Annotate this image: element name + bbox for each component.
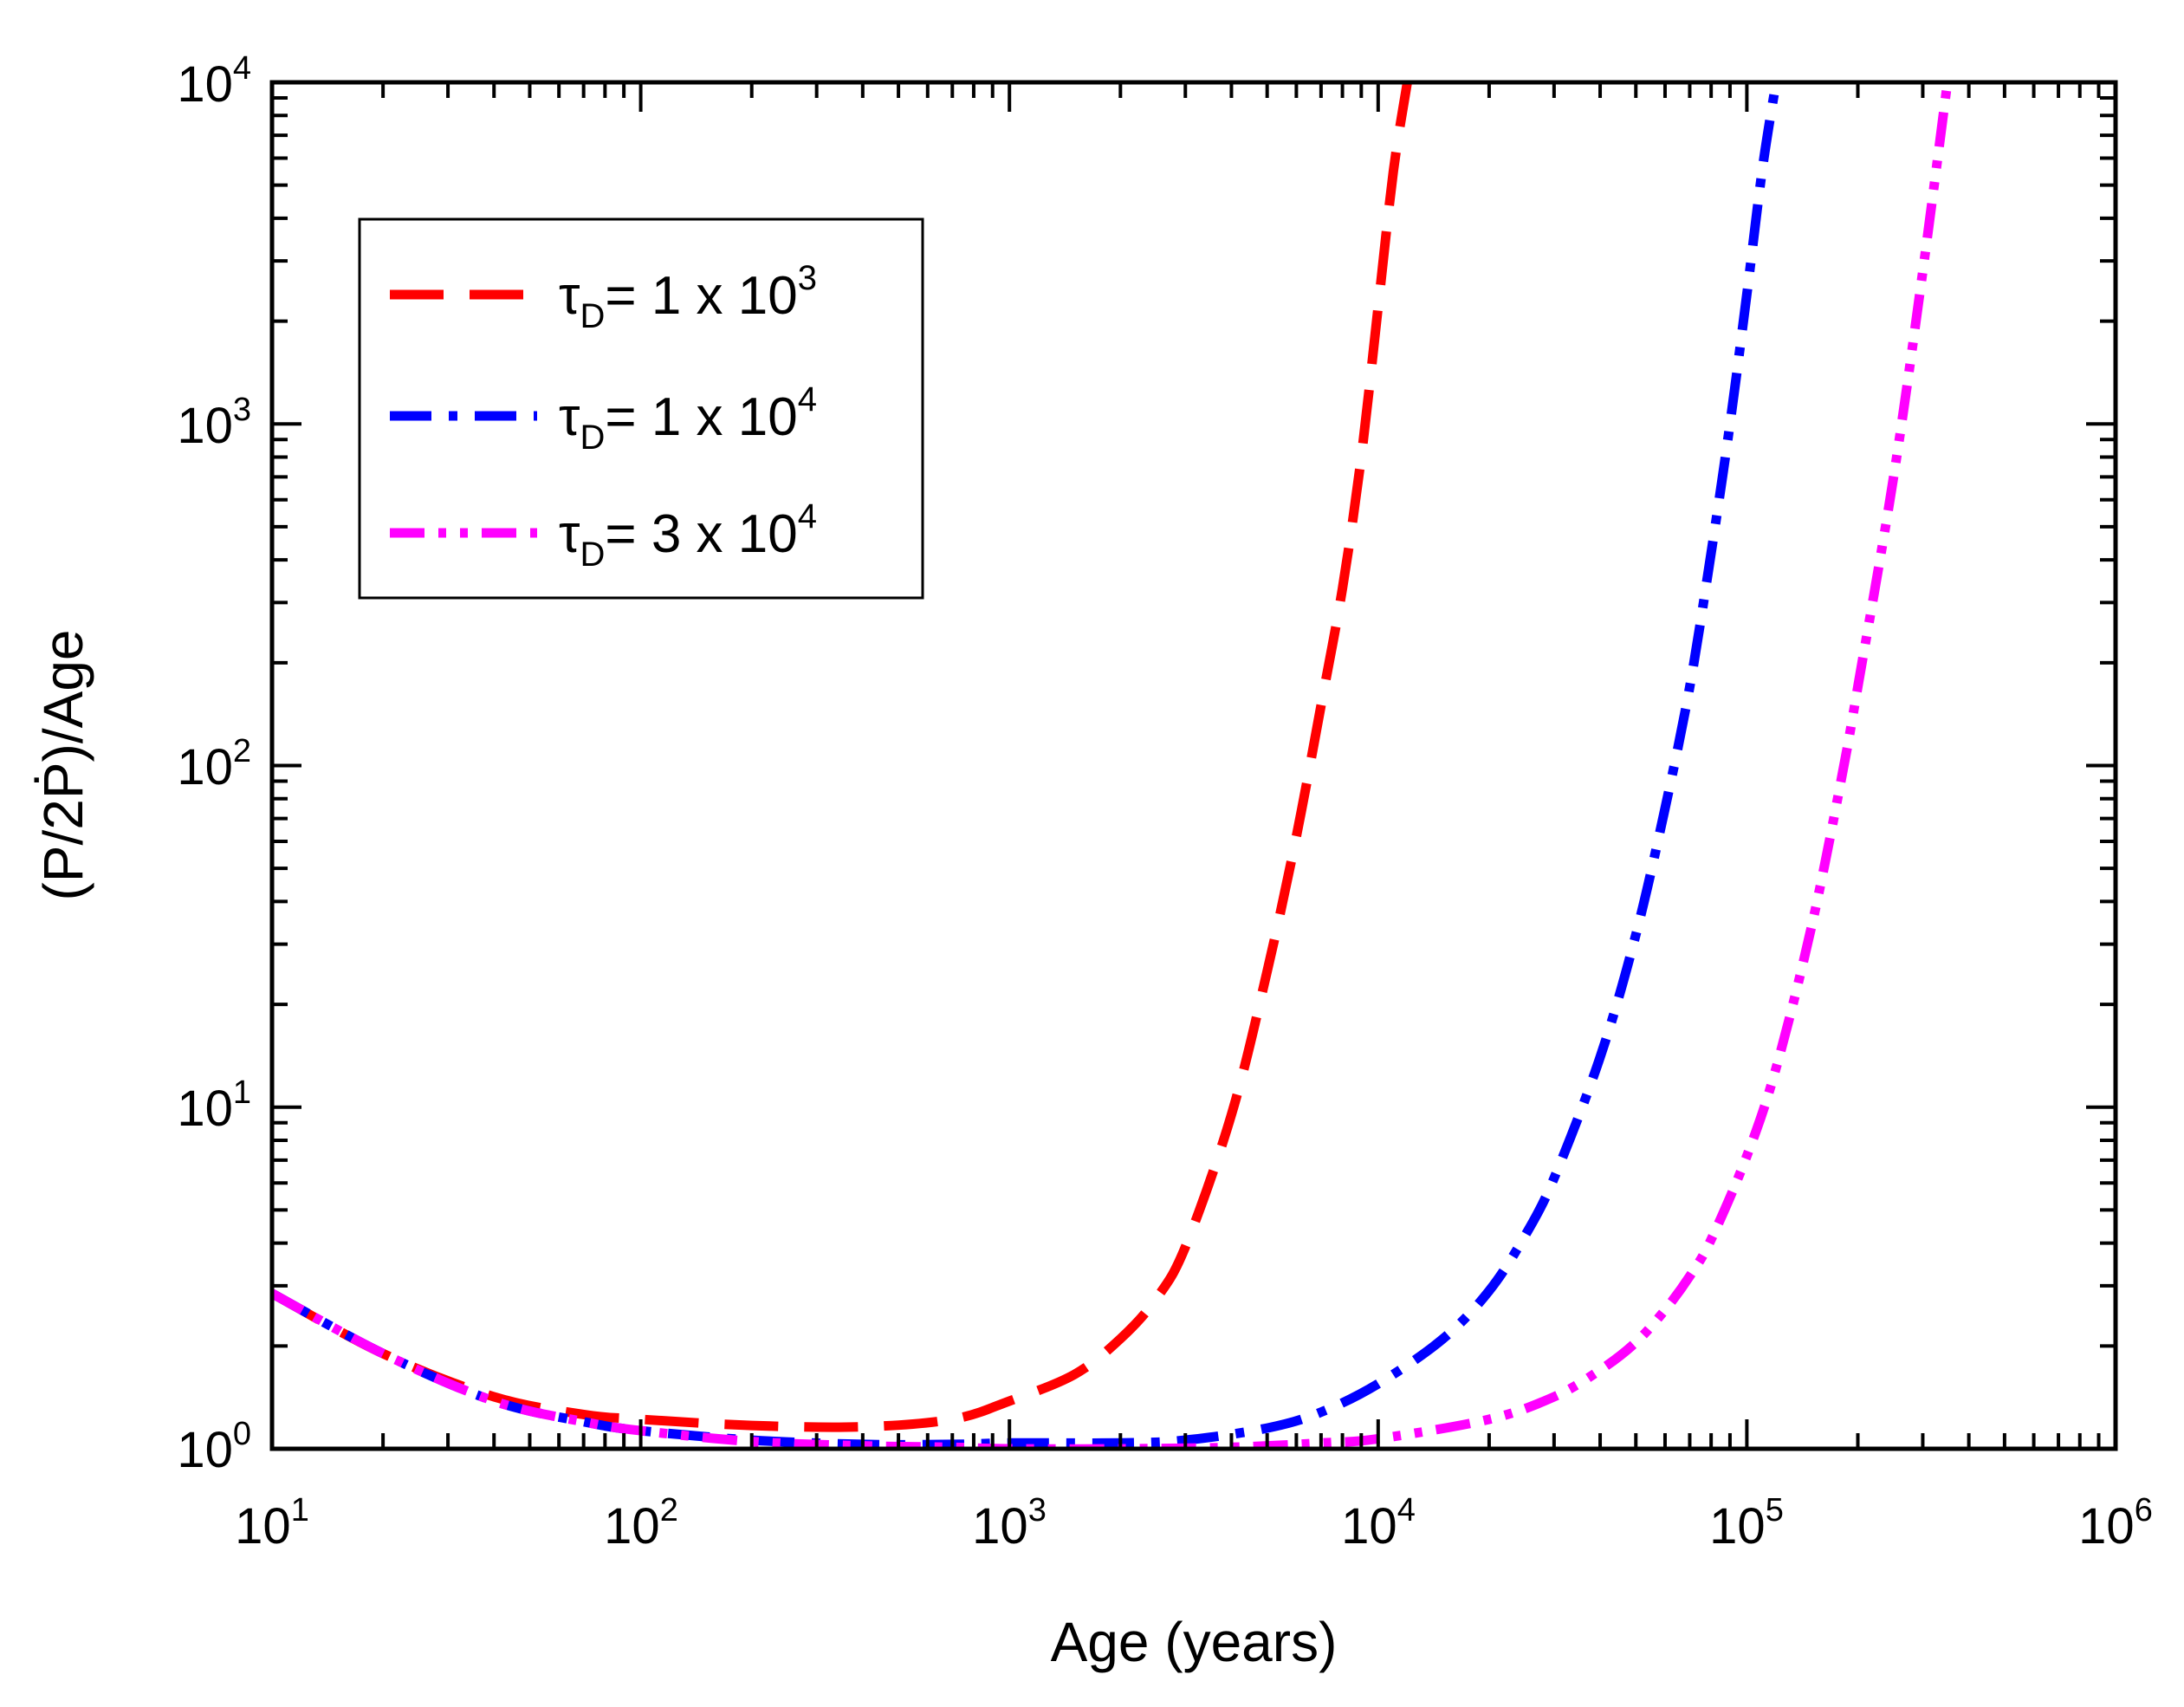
y-tick-label-1: 100	[177, 1416, 251, 1478]
x-tick-label-3: 103	[972, 1492, 1047, 1554]
x-tick-label-4: 104	[1341, 1492, 1416, 1554]
legend-label-2: τD= 1 x 104	[559, 380, 817, 457]
series-layer	[272, 82, 1953, 1449]
legend-label-1: τD= 1 x 103	[559, 259, 817, 335]
x-tick-labels: 101 102 103 104 105 106	[235, 1492, 2153, 1554]
legend-box	[358, 217, 924, 600]
y-tick-labels: 100 101 102 103 104	[177, 50, 251, 1478]
series-line-3	[272, 82, 1953, 1449]
y-axis-title: (P/2Ṗ)/Age	[32, 629, 94, 900]
y-tick-label-3: 102	[177, 733, 251, 795]
series-line-1	[272, 82, 1412, 1432]
y-tick-label-2: 101	[177, 1074, 251, 1137]
x-tick-label-5: 105	[1709, 1492, 1784, 1554]
x-axis-title: Age (years)	[1051, 1611, 1338, 1673]
legend: τD= 1 x 103 τD= 1 x 104 τD= 3 x 104	[358, 217, 924, 600]
tick-layer	[270, 81, 2117, 1451]
x-tick-label-6: 106	[2078, 1492, 2153, 1554]
legend-label-3: τD= 3 x 104	[559, 497, 817, 574]
x-tick-label-2: 102	[604, 1492, 678, 1554]
y-tick-label-4: 103	[177, 392, 251, 454]
series-line-2	[272, 82, 1781, 1449]
y-tick-label-5: 104	[177, 50, 251, 113]
x-tick-label-1: 101	[235, 1492, 309, 1554]
